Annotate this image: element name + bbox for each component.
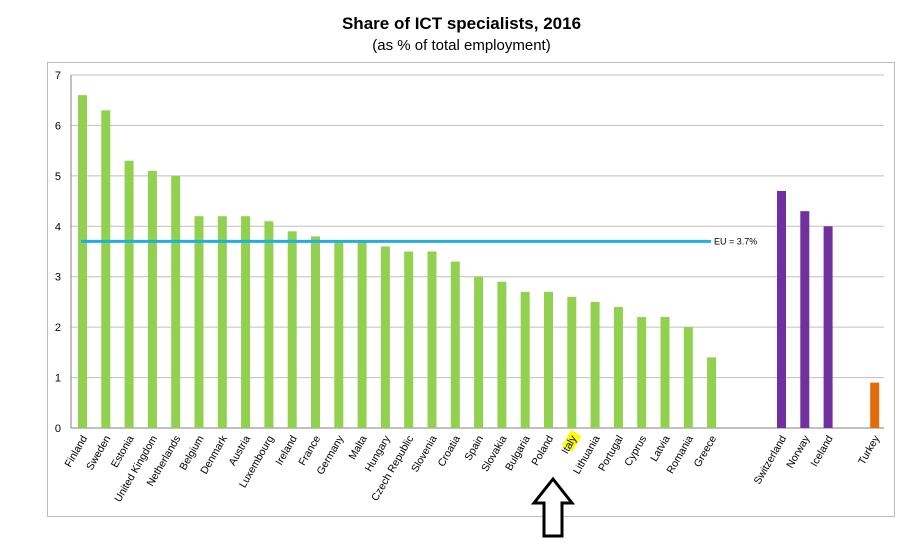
bar [660, 317, 670, 428]
bar [241, 216, 251, 428]
eu-average-label: EU = 3.7% [714, 236, 757, 246]
y-tick-label: 6 [55, 120, 61, 132]
bar [357, 241, 367, 428]
chart-subtitle: (as % of total employment) [372, 37, 551, 54]
bar [334, 241, 344, 428]
bar [124, 160, 134, 428]
bar [683, 327, 693, 428]
chart-frame [47, 62, 895, 517]
bar [520, 291, 530, 428]
bar [450, 261, 460, 428]
bar [194, 216, 204, 428]
bar [171, 175, 181, 428]
bar [311, 236, 320, 428]
bar [870, 382, 880, 428]
bar [590, 301, 600, 428]
bar [567, 296, 577, 428]
bar [404, 251, 414, 428]
y-tick-label: 3 [55, 272, 61, 284]
highlight-marker [562, 430, 582, 452]
y-tick-label: 2 [55, 322, 61, 334]
y-tick-label: 7 [55, 70, 61, 82]
y-tick-label: 1 [55, 373, 61, 385]
bar [637, 317, 647, 428]
y-tick-label: 4 [55, 221, 61, 233]
y-tick-label: 5 [55, 171, 61, 183]
bar [78, 95, 87, 429]
bar [474, 276, 484, 428]
bar [287, 231, 297, 428]
bar [497, 281, 507, 428]
bar [800, 211, 810, 428]
bar [544, 291, 553, 428]
bar [777, 190, 786, 428]
bar [217, 216, 227, 428]
bar [823, 226, 833, 428]
bar [147, 170, 157, 429]
chart-title: Share of ICT specialists, 2016 [341, 14, 582, 33]
bar [101, 110, 111, 429]
bar [264, 221, 274, 428]
bar [427, 251, 437, 428]
bar [380, 246, 390, 428]
bar [613, 306, 623, 428]
bar [707, 357, 717, 428]
y-tick-label: 0 [55, 423, 61, 435]
